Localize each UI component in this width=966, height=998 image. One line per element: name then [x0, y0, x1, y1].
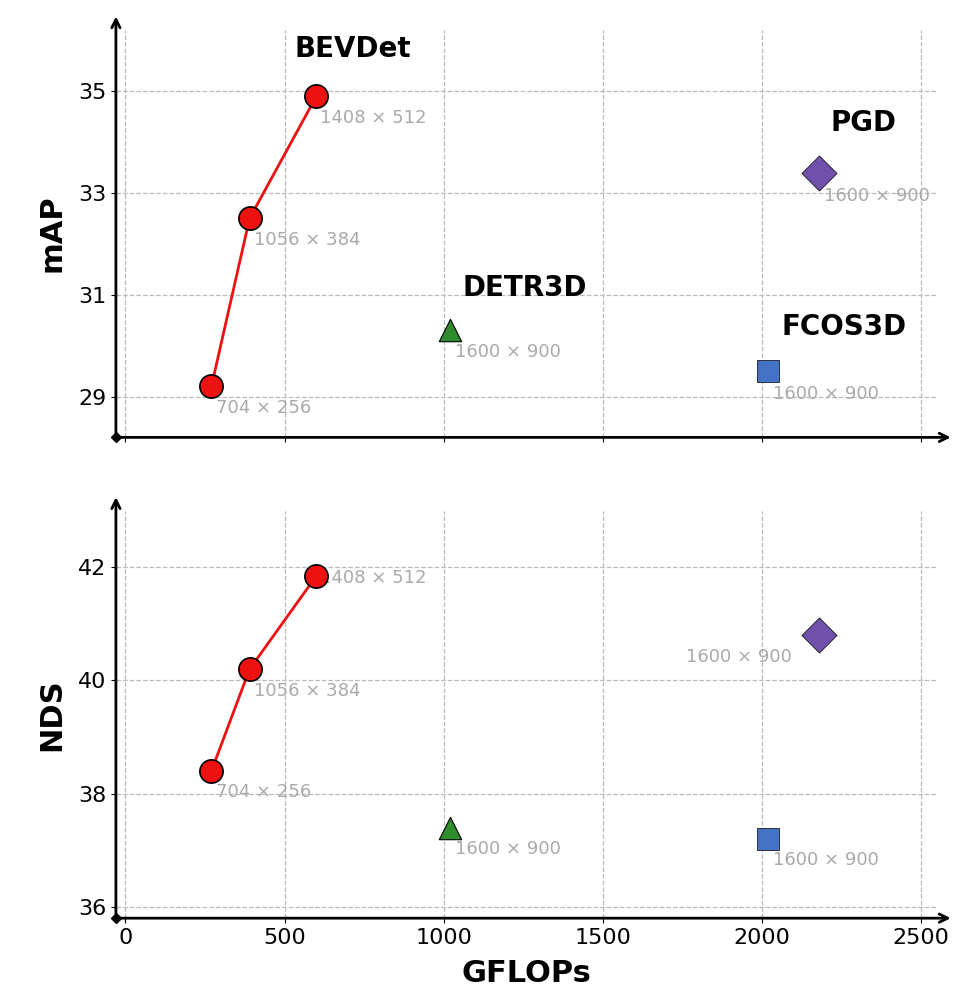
Point — [442, 322, 458, 338]
Point — [811, 627, 827, 643]
Point — [760, 831, 776, 847]
Point — [204, 378, 219, 394]
Text: 704 × 256: 704 × 256 — [216, 399, 311, 417]
Text: BEVDet: BEVDet — [294, 35, 411, 63]
Text: 1056 × 384: 1056 × 384 — [254, 682, 361, 700]
Point — [204, 763, 219, 779]
Point — [811, 165, 827, 181]
Point — [760, 363, 776, 379]
Text: 1408 × 512: 1408 × 512 — [320, 109, 426, 127]
Text: DETR3D: DETR3D — [463, 274, 587, 302]
Text: 1056 × 384: 1056 × 384 — [254, 232, 361, 250]
Text: 1600 × 900: 1600 × 900 — [455, 343, 560, 361]
Text: 1600 × 900: 1600 × 900 — [773, 851, 879, 869]
X-axis label: GFLOPs: GFLOPs — [462, 959, 591, 988]
Y-axis label: NDS: NDS — [38, 678, 67, 750]
Text: 704 × 256: 704 × 256 — [216, 783, 311, 801]
Text: 1408 × 512: 1408 × 512 — [320, 569, 426, 587]
Text: 1600 × 900: 1600 × 900 — [455, 840, 560, 858]
Text: PGD: PGD — [831, 109, 896, 137]
Point — [309, 88, 325, 104]
Point — [309, 568, 325, 584]
Point — [242, 211, 257, 227]
Text: FCOS3D: FCOS3D — [781, 312, 906, 340]
Text: 1600 × 900: 1600 × 900 — [773, 385, 879, 403]
Y-axis label: mAP: mAP — [38, 195, 67, 272]
Text: 1600 × 900: 1600 × 900 — [686, 648, 791, 666]
Text: 1600 × 900: 1600 × 900 — [824, 187, 930, 205]
Point — [442, 819, 458, 835]
Point — [242, 662, 257, 678]
